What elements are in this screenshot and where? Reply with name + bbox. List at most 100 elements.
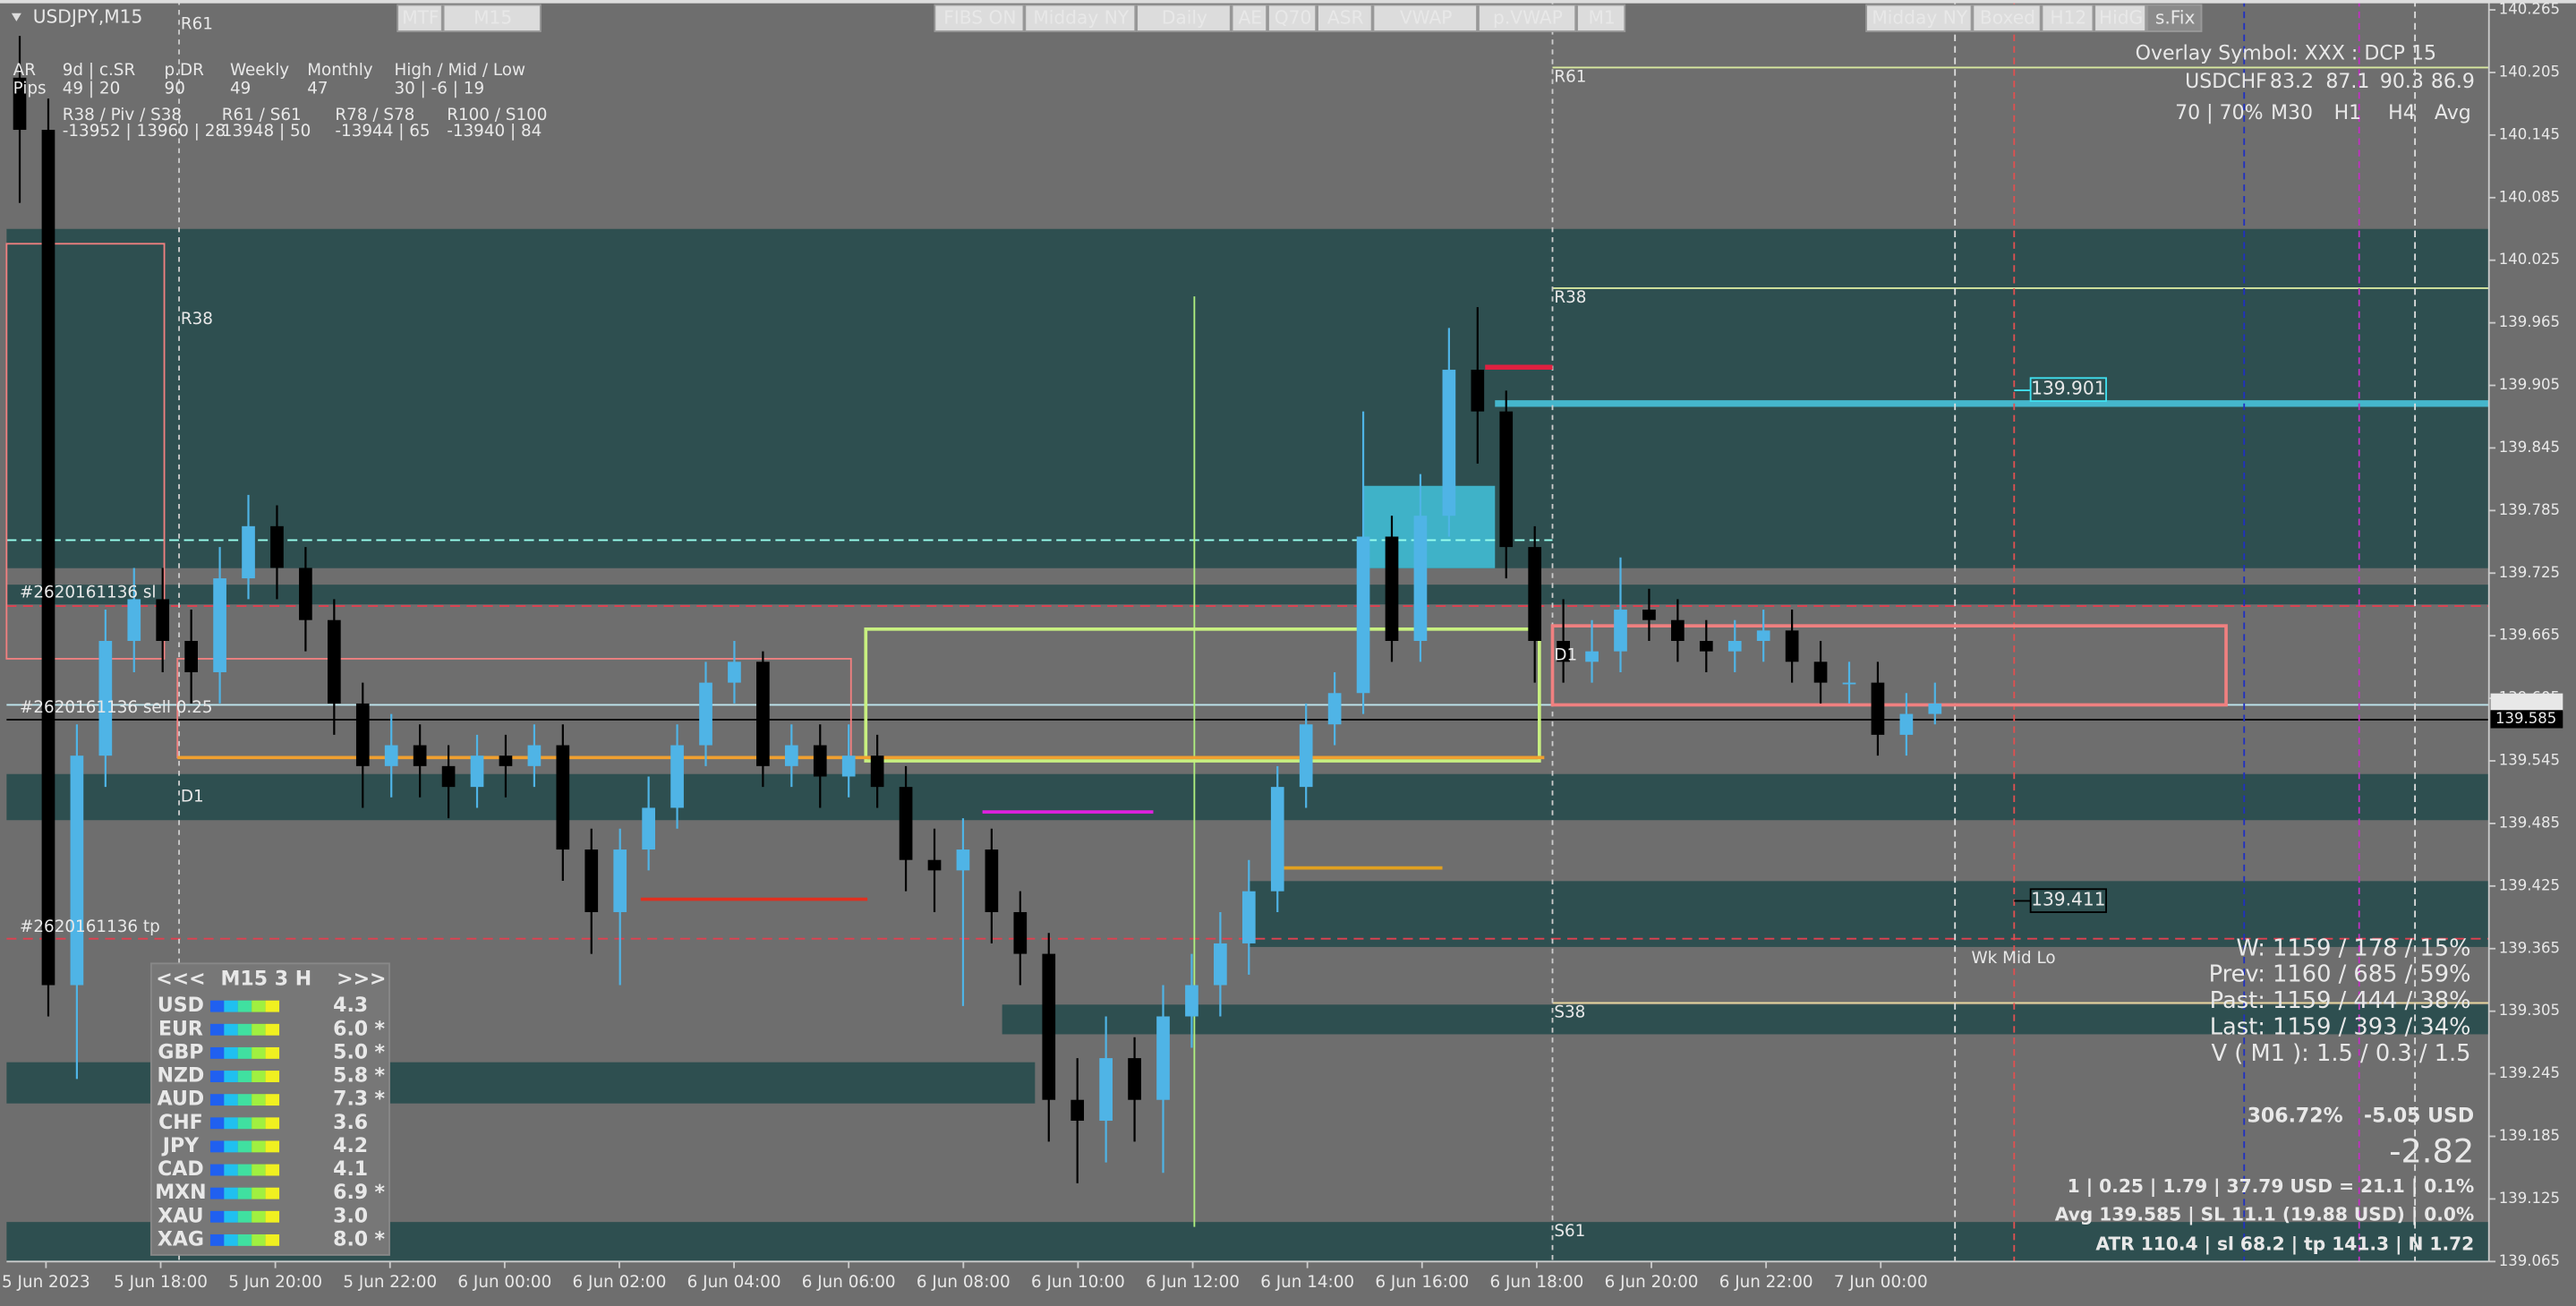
candle-body [413, 745, 427, 766]
strength-flag: * [374, 1041, 385, 1063]
strength-bar [252, 1140, 266, 1153]
toolbar-button[interactable] [2146, 4, 2203, 32]
y-tick-label: 139.485 [2499, 814, 2560, 831]
info-header: Monthly [307, 61, 373, 80]
toolbar-button[interactable] [934, 4, 1025, 32]
candle-body [1871, 682, 1885, 735]
strength-code: XAG [158, 1228, 204, 1251]
strength-flag: * [374, 1182, 385, 1204]
level-tag: R61 [181, 15, 213, 34]
collapse-icon[interactable] [11, 13, 21, 21]
toolbar-button[interactable] [1972, 4, 2042, 32]
level-box-label: 139.901 [2031, 378, 2105, 399]
toolbar-button[interactable] [1477, 4, 1577, 32]
info-levels-header: R78 / S78 [335, 106, 414, 124]
x-tick-label: 6 Jun 22:00 [1719, 1273, 1813, 1292]
info-pips: 30 | -6 | 19 [395, 79, 485, 98]
candle-body [556, 745, 570, 850]
overlay-score: 90.3 [2380, 71, 2424, 93]
strength-bar [209, 1164, 225, 1176]
candle-body [299, 568, 312, 620]
strength-code: AUD [158, 1088, 205, 1111]
strength-code: GBP [158, 1041, 203, 1063]
stats-pnl: -5.05 USD [2364, 1105, 2474, 1127]
candle-body [1614, 610, 1627, 652]
candle-body [1557, 641, 1570, 662]
strength-bar [252, 1071, 266, 1082]
level-tag: R61 [1554, 67, 1586, 86]
strength-value: 3.6 [333, 1112, 368, 1134]
strength-flag: * [374, 1088, 385, 1111]
y-tick-label: 139.425 [2499, 876, 2560, 893]
strength-flag: * [374, 1228, 385, 1251]
toolbar-button[interactable] [1231, 4, 1268, 32]
candle-body [1327, 693, 1342, 725]
price-axis-bg [2488, 0, 2576, 1306]
strength-bar [224, 1187, 238, 1199]
toolbar-button-label: Q70 [1275, 7, 1312, 29]
strength-bar [237, 1071, 252, 1082]
candle-body [870, 755, 884, 788]
toolbar-button[interactable] [1372, 4, 1478, 32]
level-box-label: 139.411 [2031, 889, 2105, 910]
x-tick-label: 6 Jun 14:00 [1260, 1273, 1354, 1292]
candle-body [841, 755, 856, 777]
strength-bar [209, 1187, 225, 1199]
order-tag: #2620161136 sl [20, 583, 157, 602]
candle-body [1928, 703, 1942, 714]
overlay-threshold: 70 | 70% [2175, 102, 2263, 124]
range-box [864, 627, 1541, 763]
strength-bar [209, 1117, 225, 1130]
strength-bar [265, 1071, 280, 1082]
x-tick-label: 7 Jun 00:00 [1834, 1273, 1928, 1292]
toolbar-button[interactable] [442, 4, 542, 32]
y-tick-label: 140.205 [2499, 63, 2560, 80]
candle-body [1270, 787, 1284, 892]
candle-body [1899, 713, 1914, 735]
level-tag: R38 [181, 310, 213, 329]
top-border [0, 0, 2576, 4]
candle-body [1128, 1058, 1141, 1100]
y-tick-label: 140.265 [2499, 1, 2560, 18]
strength-bar [237, 1233, 252, 1246]
zone [1248, 881, 2489, 947]
toolbar-button-label: H12 [2050, 7, 2086, 29]
candle-body [327, 619, 341, 704]
stats-percent: 306.72% [2248, 1105, 2343, 1127]
strength-value: 8.0 [333, 1228, 368, 1251]
toolbar-button[interactable] [1865, 4, 1973, 32]
strength-bar [265, 1094, 280, 1106]
toolbar-button-label: VWAP [1400, 7, 1453, 29]
candle-body [1241, 891, 1256, 943]
candle-body [899, 787, 913, 860]
toolbar-button[interactable] [1136, 4, 1232, 32]
toolbar-button[interactable] [2041, 4, 2094, 32]
info-header: Weekly [230, 61, 289, 80]
strength-value: 7.3 [333, 1088, 368, 1111]
overlay-title: Overlay Symbol: XXX : DCP 15 [2136, 43, 2436, 65]
strength-flag: * [374, 1018, 385, 1040]
candle-body [584, 849, 599, 912]
overlay-score: 83.2 [2270, 71, 2314, 93]
toolbar-button[interactable] [1267, 4, 1318, 32]
strength-bar [265, 1187, 280, 1199]
strength-bar [265, 1140, 280, 1153]
zone [6, 228, 2489, 568]
toolbar-button[interactable] [1024, 4, 1137, 32]
toolbar-button-label: Midday NY [1872, 7, 1967, 29]
strength-value: 6.0 [333, 1018, 368, 1040]
candle-body [613, 849, 627, 912]
toolbar-button[interactable] [1576, 4, 1626, 32]
candle-body [527, 745, 542, 766]
toolbar-button[interactable] [1317, 4, 1373, 32]
range-box [1550, 624, 2228, 707]
info-levels-value: -13952 | 13960 | 28 [63, 122, 226, 141]
toolbar-button-label: MTF [402, 7, 439, 29]
toolbar-button-label: HidG [2099, 7, 2143, 29]
strength-bar [209, 1046, 225, 1059]
strength-flag: * [374, 1065, 385, 1088]
y-tick-label: 140.145 [2499, 125, 2560, 142]
toolbar-button[interactable] [2094, 4, 2147, 32]
strength-bar [265, 1023, 280, 1036]
toolbar-button[interactable] [397, 4, 443, 32]
